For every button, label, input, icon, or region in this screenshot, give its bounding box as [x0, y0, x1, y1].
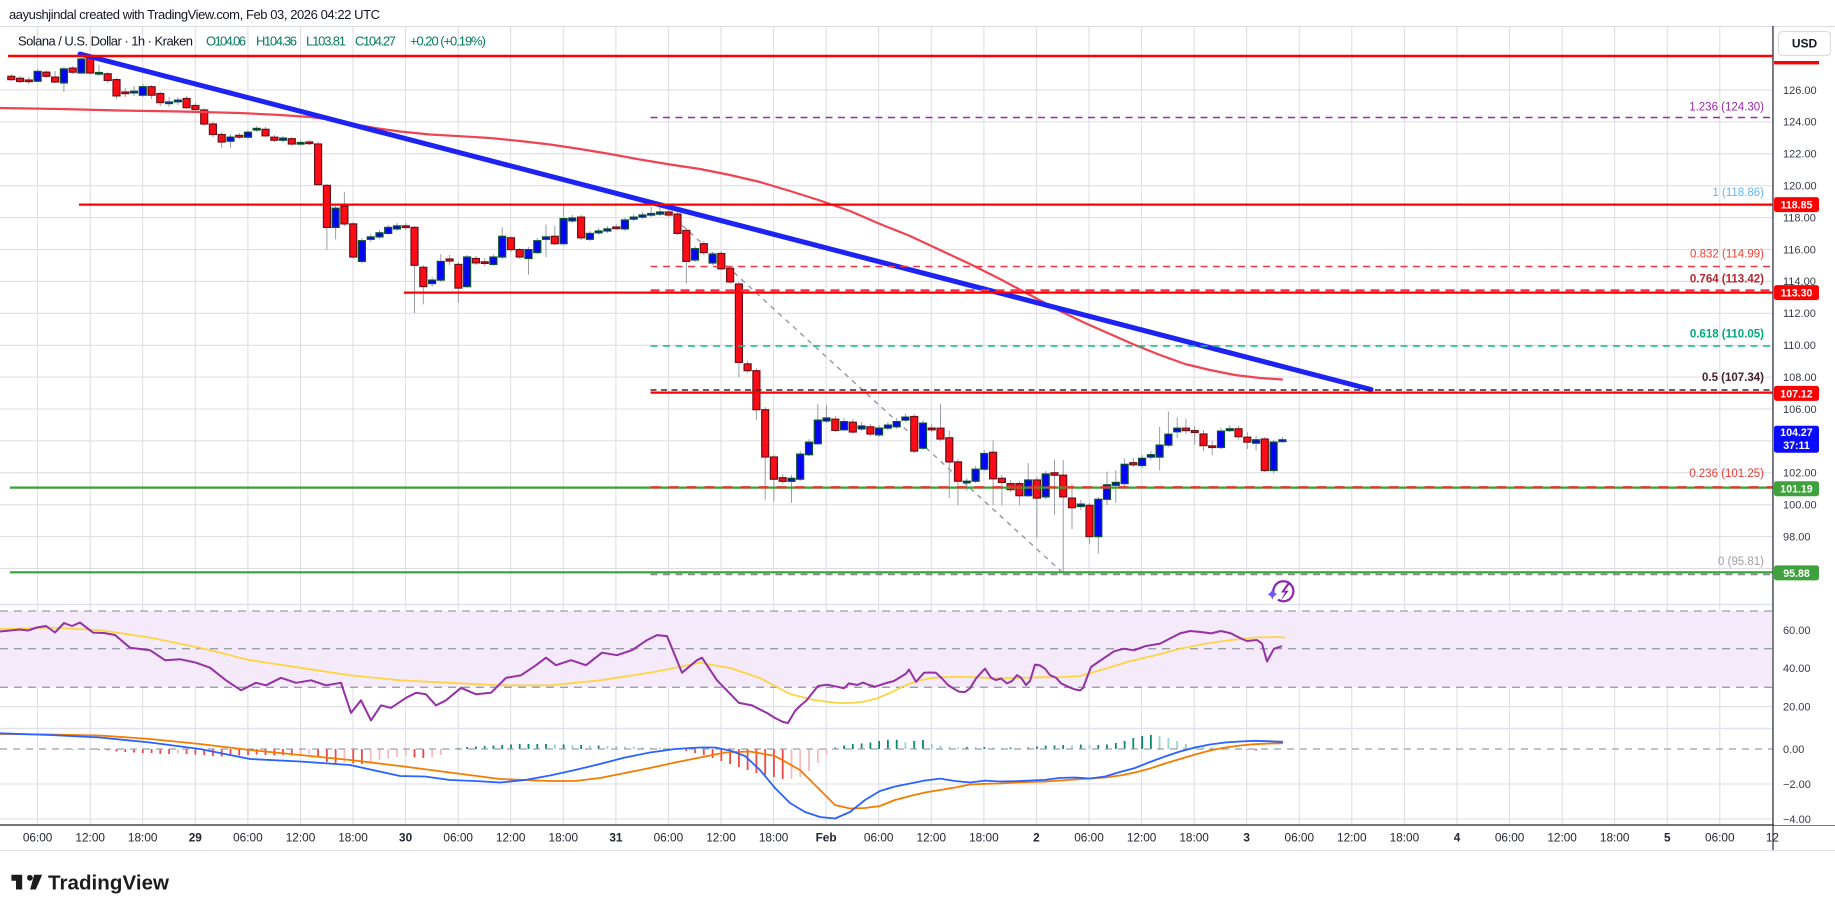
- svg-text:30: 30: [399, 831, 413, 845]
- svg-text:3: 3: [1243, 831, 1250, 845]
- svg-text:L103.81: L103.81: [306, 34, 346, 49]
- svg-text:O104.06: O104.06: [206, 34, 246, 49]
- svg-text:118.85: 118.85: [1781, 200, 1813, 212]
- svg-text:100.00: 100.00: [1783, 500, 1817, 512]
- svg-text:5: 5: [1664, 831, 1671, 845]
- svg-text:2: 2: [1033, 831, 1040, 845]
- svg-text:101.19: 101.19: [1780, 484, 1813, 496]
- svg-text:USD: USD: [1792, 37, 1818, 51]
- svg-text:4: 4: [1454, 831, 1461, 845]
- svg-text:0.764 (113.42): 0.764 (113.42): [1690, 273, 1764, 285]
- svg-text:124.00: 124.00: [1783, 117, 1817, 129]
- svg-text:116.00: 116.00: [1783, 244, 1816, 256]
- svg-text:95.88: 95.88: [1783, 568, 1810, 580]
- svg-text:113.30: 113.30: [1781, 288, 1813, 300]
- svg-text:1.236 (124.30): 1.236 (124.30): [1689, 101, 1764, 113]
- svg-text:107.12: 107.12: [1780, 388, 1813, 400]
- svg-text:12:00: 12:00: [496, 831, 526, 845]
- svg-text:18:00: 18:00: [549, 831, 579, 845]
- svg-text:06:00: 06:00: [233, 831, 263, 845]
- svg-text:0.236 (101.25): 0.236 (101.25): [1689, 468, 1764, 480]
- svg-text:0.832 (114.99): 0.832 (114.99): [1690, 248, 1764, 260]
- svg-text:C104.27: C104.27: [355, 34, 396, 49]
- svg-text:102.00: 102.00: [1783, 468, 1817, 480]
- svg-text:12:00: 12:00: [1127, 831, 1157, 845]
- svg-text:20.00: 20.00: [1783, 701, 1811, 713]
- svg-text:12:00: 12:00: [706, 831, 736, 845]
- svg-text:108.00: 108.00: [1783, 372, 1817, 384]
- svg-text:1 (118.86): 1 (118.86): [1712, 187, 1764, 199]
- svg-text:122.00: 122.00: [1783, 149, 1817, 161]
- svg-text:29: 29: [189, 831, 203, 845]
- svg-text:12:00: 12:00: [1337, 831, 1367, 845]
- svg-text:06:00: 06:00: [654, 831, 684, 845]
- svg-text:Solana / U.S. Dollar · 1h · Kr: Solana / U.S. Dollar · 1h · Kraken: [18, 34, 193, 49]
- svg-text:106.00: 106.00: [1783, 404, 1817, 416]
- svg-text:06:00: 06:00: [443, 831, 473, 845]
- svg-text:06:00: 06:00: [23, 831, 53, 845]
- svg-text:18:00: 18:00: [759, 831, 789, 845]
- svg-text:31: 31: [609, 831, 623, 845]
- svg-text:06:00: 06:00: [1705, 831, 1735, 845]
- svg-text:18:00: 18:00: [338, 831, 368, 845]
- svg-text:06:00: 06:00: [1074, 831, 1104, 845]
- svg-text:12:00: 12:00: [917, 831, 947, 845]
- svg-text:H104.36: H104.36: [256, 34, 297, 49]
- svg-text:18:00: 18:00: [969, 831, 999, 845]
- svg-text:0.5 (107.34): 0.5 (107.34): [1702, 372, 1764, 384]
- svg-text:0.00: 0.00: [1783, 744, 1804, 756]
- svg-text:+0.20 (+0.19%): +0.20 (+0.19%): [410, 34, 486, 49]
- svg-text:110.00: 110.00: [1783, 340, 1816, 352]
- svg-text:112.00: 112.00: [1783, 308, 1816, 320]
- svg-text:−4.00: −4.00: [1783, 814, 1811, 826]
- svg-text:−2.00: −2.00: [1783, 779, 1811, 791]
- svg-text:12:00: 12:00: [75, 831, 105, 845]
- svg-text:aayushjindal created with Trad: aayushjindal created with TradingView.co…: [9, 7, 380, 22]
- svg-text:Feb: Feb: [816, 831, 837, 845]
- svg-text:37:11: 37:11: [1783, 440, 1810, 452]
- svg-text:TradingView: TradingView: [48, 872, 169, 895]
- svg-text:18:00: 18:00: [1179, 831, 1209, 845]
- svg-text:12:00: 12:00: [286, 831, 316, 845]
- svg-text:06:00: 06:00: [864, 831, 894, 845]
- svg-text:60.00: 60.00: [1783, 625, 1811, 637]
- svg-text:98.00: 98.00: [1783, 531, 1811, 543]
- svg-text:0 (95.81): 0 (95.81): [1718, 556, 1764, 568]
- svg-text:118.00: 118.00: [1783, 212, 1816, 224]
- svg-text:06:00: 06:00: [1285, 831, 1315, 845]
- svg-text:40.00: 40.00: [1783, 663, 1811, 675]
- svg-text:120.00: 120.00: [1783, 181, 1817, 193]
- svg-text:104.27: 104.27: [1780, 427, 1813, 439]
- svg-text:18:00: 18:00: [1600, 831, 1630, 845]
- svg-text:0.618 (110.05): 0.618 (110.05): [1690, 328, 1764, 340]
- svg-text:18:00: 18:00: [128, 831, 158, 845]
- svg-text:12:00: 12:00: [1547, 831, 1577, 845]
- svg-text:18:00: 18:00: [1390, 831, 1420, 845]
- svg-text:126.00: 126.00: [1783, 85, 1817, 97]
- svg-text:06:00: 06:00: [1495, 831, 1525, 845]
